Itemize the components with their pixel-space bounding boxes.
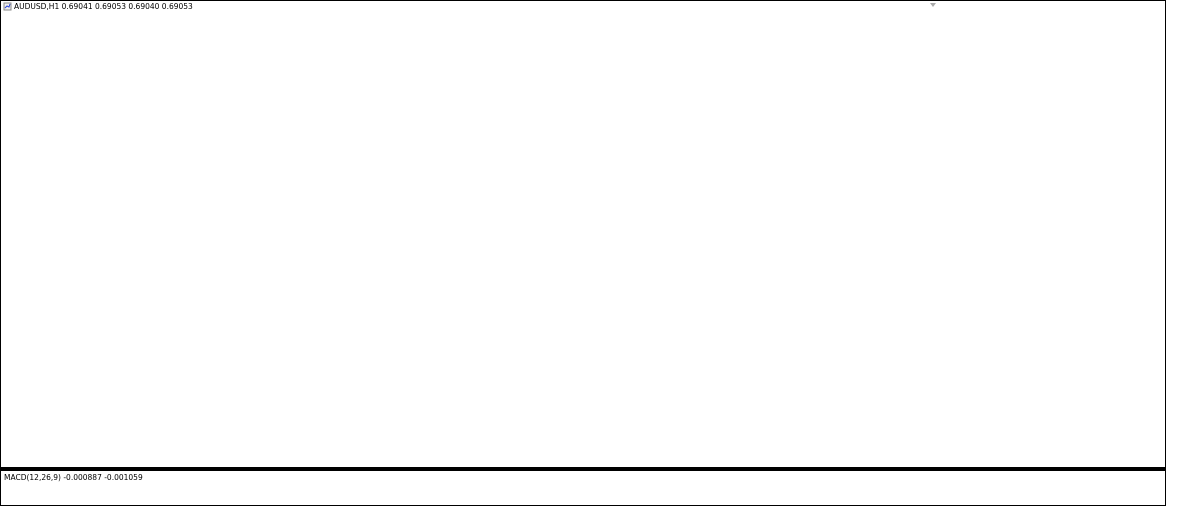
macd-frame <box>0 470 1166 506</box>
shift-marker[interactable] <box>930 3 936 7</box>
main-frame <box>0 0 1166 468</box>
symbol-icon-glyph <box>4 3 11 9</box>
macd-title: MACD(12,26,9) -0.000887 -0.001059 <box>4 473 143 482</box>
chart-title: AUDUSD,H1 0.69041 0.69053 0.69040 0.6905… <box>14 2 193 11</box>
